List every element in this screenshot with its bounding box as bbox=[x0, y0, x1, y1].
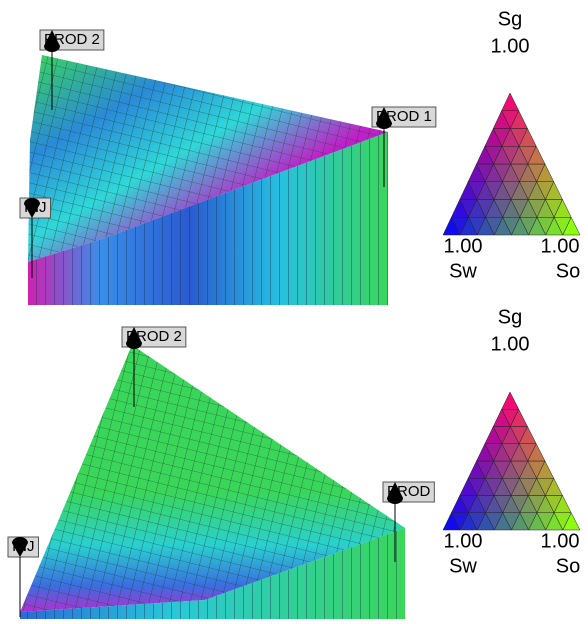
grid-front-lines bbox=[20, 528, 405, 619]
legend-left-value: 1.00 bbox=[444, 530, 483, 552]
grid-top-lines bbox=[20, 345, 405, 612]
well: PROD 2 bbox=[121, 326, 187, 407]
well: PROD bbox=[382, 481, 435, 562]
legend-cell bbox=[509, 408, 528, 427]
legend-top-label: Sg bbox=[498, 8, 522, 30]
panel-2 bbox=[20, 345, 405, 619]
well-symbol bbox=[387, 482, 403, 504]
legend-cell bbox=[509, 110, 528, 129]
grid-top-lines bbox=[28, 55, 388, 262]
legend-cell bbox=[518, 425, 537, 444]
well: PROD 2 bbox=[39, 29, 105, 110]
well-symbol bbox=[376, 107, 392, 129]
well-symbol bbox=[126, 327, 142, 349]
legend-cell bbox=[536, 460, 555, 479]
legend-right-value: 1.00 bbox=[541, 530, 580, 552]
legend-top-value: 1.00 bbox=[491, 333, 530, 355]
legend-cell bbox=[536, 163, 555, 182]
ternary-legend bbox=[442, 92, 581, 236]
legend-top-label: Sg bbox=[498, 306, 522, 328]
legend-right-label: So bbox=[556, 555, 580, 577]
well-symbol bbox=[44, 30, 60, 52]
legend-right-label: So bbox=[556, 260, 580, 282]
legend-cell bbox=[553, 494, 572, 513]
legend-cell bbox=[562, 216, 581, 236]
legend-cell bbox=[553, 198, 572, 218]
ternary-legend bbox=[442, 391, 581, 531]
well: PROD 1 bbox=[371, 106, 437, 187]
grid-front-lines bbox=[28, 132, 388, 305]
legend-right-value: 1.00 bbox=[541, 235, 580, 257]
legend-cell bbox=[562, 512, 581, 531]
legend-cell bbox=[544, 477, 563, 496]
legend-cell bbox=[544, 181, 563, 200]
well: INJ bbox=[7, 536, 39, 617]
legend-cell bbox=[527, 145, 546, 165]
legend-cell bbox=[518, 127, 537, 147]
well-symbol bbox=[24, 198, 40, 218]
legend-cell bbox=[501, 391, 520, 410]
legend-left-label: Sw bbox=[449, 260, 477, 282]
well-symbol bbox=[12, 537, 28, 557]
legend-cell bbox=[527, 443, 546, 462]
panel-1 bbox=[28, 55, 388, 305]
overlay: PROD 2 PROD 1 INJ Sg 1.00 1.00 1.00 Sw So PROD 2 P… bbox=[7, 8, 581, 617]
legend-left-label: Sw bbox=[449, 555, 477, 577]
well: INJ bbox=[19, 197, 51, 278]
legend-top-value: 1.00 bbox=[491, 35, 530, 57]
legend-left-value: 1.00 bbox=[444, 235, 483, 257]
legend-cell bbox=[501, 92, 520, 111]
